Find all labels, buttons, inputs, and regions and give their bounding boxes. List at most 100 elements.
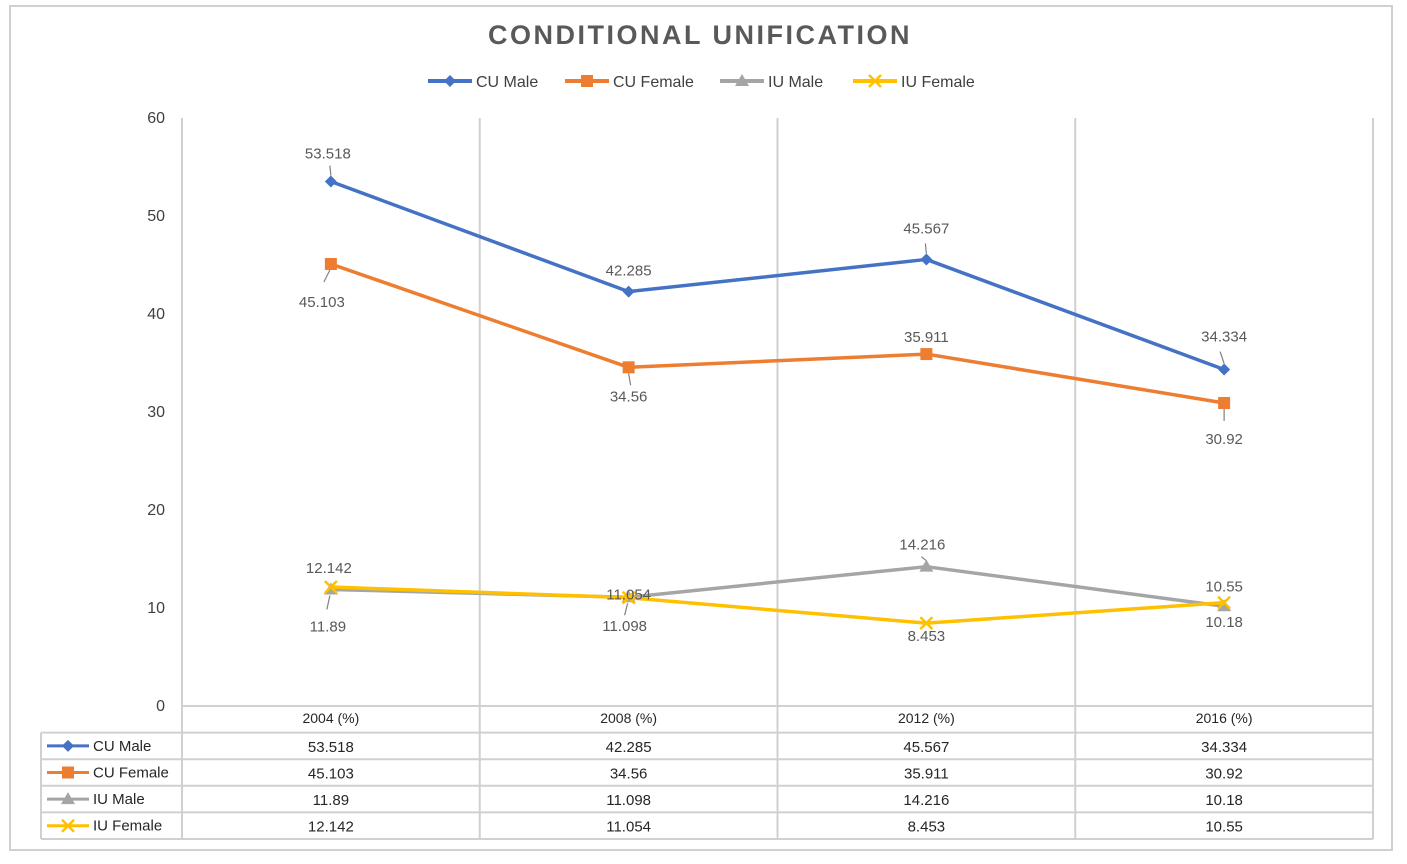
- data-label: 30.92: [1205, 431, 1243, 448]
- data-point: [323, 580, 338, 594]
- table-cell-value: 14.216: [903, 792, 949, 809]
- data-point: [1217, 599, 1232, 612]
- data-label: 11.098: [602, 618, 647, 635]
- data-label: 10.18: [1205, 614, 1243, 631]
- label-leader-line: [329, 165, 332, 176]
- data-point: [920, 253, 933, 266]
- table-cell-value: 34.334: [1201, 739, 1247, 756]
- data-label: 8.453: [908, 628, 946, 645]
- table-row-cu-male: CU Male 53.518 42.285 45.567 34.334: [47, 738, 1247, 756]
- table-cell-value: 11.098: [606, 792, 651, 809]
- table-cell-value: 10.18: [1205, 792, 1243, 809]
- label-leader-line: [323, 269, 331, 283]
- table-series-name: CU Male: [93, 738, 151, 755]
- data-label: 42.285: [606, 263, 652, 280]
- data-point: [622, 361, 635, 374]
- table-cell-value: 11.89: [313, 792, 349, 809]
- table-cell-value: 11.054: [606, 819, 651, 836]
- x-category-label: 2012 (%): [898, 710, 955, 726]
- label-leader-line: [924, 243, 927, 254]
- table-cell-value: 34.56: [610, 766, 648, 783]
- y-tick-label: 20: [147, 502, 165, 519]
- table-legend-marker: [62, 739, 74, 752]
- label-leader-line: [921, 556, 927, 562]
- legend-item-iu-male: IU Male: [720, 74, 823, 91]
- data-point-stroke: [323, 580, 338, 594]
- label-leader-line: [628, 373, 632, 386]
- data-point-stroke: [1217, 595, 1232, 610]
- data-labels-layer: 53.518 42.285 45.567 34.334 45.103 34.56 35.91…: [299, 146, 1247, 646]
- data-point: [324, 257, 337, 270]
- data-point: [919, 559, 934, 572]
- table-legend-marker: [61, 792, 75, 805]
- data-label: 12.142: [306, 560, 352, 577]
- series-line: [330, 179, 1225, 372]
- data-label: 53.518: [305, 146, 351, 163]
- legend-swatch-marker: [444, 75, 456, 87]
- table-row-iu-female: IU Female 12.142 11.054 8.453 10.55: [47, 818, 1243, 836]
- data-label: 45.103: [299, 294, 345, 311]
- legend-label: CU Female: [613, 74, 694, 91]
- table-cell-value: 45.103: [308, 766, 354, 783]
- data-point: [1217, 595, 1232, 610]
- legend-label: IU Male: [768, 74, 823, 91]
- label-leader-line: [1219, 351, 1225, 364]
- series-line: [330, 585, 1225, 625]
- y-tick-label: 60: [147, 110, 165, 127]
- y-tick-label: 40: [147, 306, 165, 323]
- y-tick-label: 0: [156, 698, 165, 715]
- series-iu-female: [323, 580, 1232, 631]
- data-point: [919, 616, 934, 631]
- table-cell-value: 8.453: [908, 819, 946, 836]
- table-series-name: IU Female: [93, 818, 162, 835]
- legend-swatch-marker: [735, 74, 749, 86]
- legend-item-iu-female: IU Female: [853, 74, 975, 91]
- table-cell-value: 53.518: [308, 739, 354, 756]
- legend-item-cu-male: CU Male: [428, 74, 538, 91]
- data-label: 11.054: [606, 587, 651, 604]
- legend-swatch-marker: [868, 74, 882, 88]
- table-cell-value: 42.285: [606, 739, 652, 756]
- table-series-name: IU Male: [93, 791, 145, 808]
- legend-item-cu-female: CU Female: [565, 74, 694, 91]
- data-label: 34.56: [610, 388, 648, 405]
- data-point: [920, 348, 933, 361]
- data-label: 45.567: [903, 220, 949, 237]
- table-row-cu-female: CU Female 45.103 34.56 35.911 30.92: [47, 765, 1243, 783]
- x-category-label: 2008 (%): [600, 710, 657, 726]
- chart-title: CONDITIONAL UNIFICATION: [488, 20, 912, 50]
- table-cell-value: 45.567: [903, 739, 949, 756]
- table-row-iu-male: IU Male 11.89 11.098 14.216 10.18: [47, 791, 1243, 809]
- data-point: [1218, 396, 1231, 409]
- series-cu-male: [324, 175, 1231, 376]
- data-point-stroke: [919, 616, 934, 631]
- table-cell-value: 12.142: [308, 819, 354, 836]
- y-tick-label: 10: [147, 600, 165, 617]
- table-legend-marker: [61, 818, 75, 833]
- data-point: [622, 285, 635, 298]
- x-category-label: 2004 (%): [302, 710, 359, 726]
- table-cell-value: 35.911: [904, 766, 949, 783]
- table-series-name: CU Female: [93, 765, 169, 782]
- legend-swatch-marker-stroke: [868, 74, 882, 88]
- table-cell-value: 30.92: [1205, 766, 1243, 783]
- data-point: [621, 590, 636, 605]
- chart-border: [9, 5, 1393, 851]
- data-point: [324, 175, 337, 188]
- series-layer: [323, 175, 1232, 631]
- table-cell-value: 10.55: [1205, 819, 1243, 836]
- table-legend-marker: [62, 766, 74, 779]
- series-line: [330, 262, 1225, 405]
- data-point-stroke: [621, 590, 636, 605]
- data-label: 34.334: [1201, 329, 1247, 346]
- data-label: 35.911: [904, 329, 949, 346]
- label-leader-line: [326, 595, 331, 610]
- y-tick-label: 50: [147, 208, 165, 225]
- data-label: 11.89: [310, 618, 346, 635]
- y-axis: 0 10 20 30 40 50 60: [147, 110, 165, 715]
- legend-label: CU Male: [476, 74, 538, 91]
- label-leader-line: [624, 603, 629, 616]
- series-cu-female: [324, 257, 1231, 409]
- y-tick-label: 30: [147, 404, 165, 421]
